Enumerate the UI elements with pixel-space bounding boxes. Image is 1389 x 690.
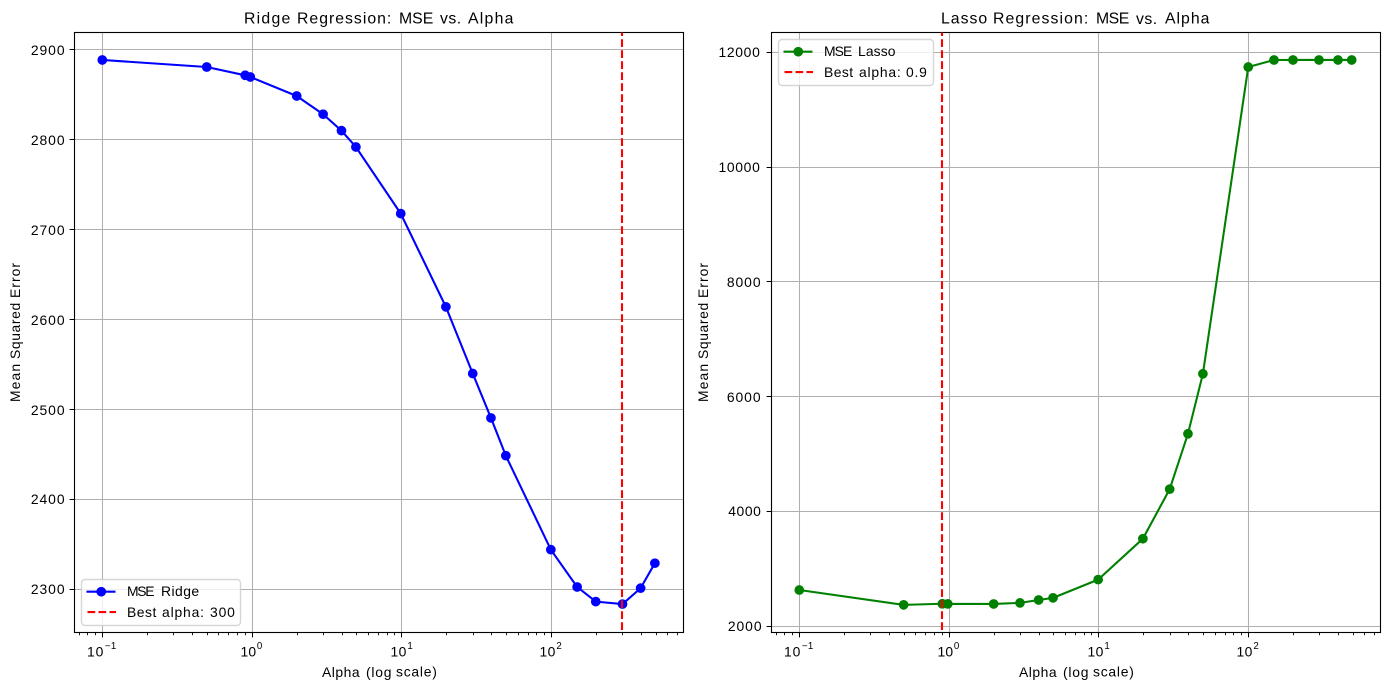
svg-text:Alpha: Alpha bbox=[468, 10, 515, 27]
svg-text:Lasso: Lasso bbox=[941, 10, 988, 27]
svg-text:4000: 4000 bbox=[728, 503, 761, 519]
svg-text:MSE: MSE bbox=[1096, 10, 1129, 27]
svg-text:Alpha: Alpha bbox=[1165, 10, 1210, 27]
svg-text:MSE: MSE bbox=[127, 583, 154, 599]
svg-text:scale): scale) bbox=[396, 664, 438, 680]
svg-text:2400: 2400 bbox=[31, 491, 66, 507]
svg-text:Ridge: Ridge bbox=[161, 583, 200, 599]
svg-text:2000: 2000 bbox=[728, 618, 763, 634]
svg-text:MSE: MSE bbox=[399, 10, 433, 27]
svg-text:Mean: Mean bbox=[7, 363, 23, 402]
svg-text:2500: 2500 bbox=[31, 402, 66, 418]
svg-text:0.9: 0.9 bbox=[906, 64, 928, 80]
svg-text:2300: 2300 bbox=[31, 581, 66, 597]
svg-text:300: 300 bbox=[210, 604, 236, 620]
svg-text:alpha:: alpha: bbox=[162, 604, 205, 620]
svg-text:2900: 2900 bbox=[31, 42, 66, 58]
svg-text:Regression:: Regression: bbox=[993, 10, 1089, 27]
svg-text:(log: (log bbox=[366, 664, 392, 680]
svg-text:alpha:: alpha: bbox=[859, 64, 901, 80]
svg-text:Best: Best bbox=[127, 604, 157, 620]
svg-text:scale): scale) bbox=[1093, 664, 1135, 680]
svg-text:6000: 6000 bbox=[727, 389, 762, 405]
svg-text:MSE: MSE bbox=[824, 43, 852, 59]
svg-text:Mean: Mean bbox=[695, 363, 711, 402]
svg-text:vs.: vs. bbox=[1136, 11, 1158, 28]
svg-text:8000: 8000 bbox=[727, 274, 762, 290]
svg-text:12000: 12000 bbox=[718, 44, 760, 60]
svg-text:10000: 10000 bbox=[718, 159, 760, 175]
svg-text:2700: 2700 bbox=[31, 222, 66, 238]
svg-text:Lasso: Lasso bbox=[858, 43, 896, 59]
svg-text:Squared: Squared bbox=[695, 302, 711, 359]
svg-text:Ridge: Ridge bbox=[244, 10, 292, 27]
svg-text:2800: 2800 bbox=[31, 132, 66, 148]
svg-text:(log: (log bbox=[1063, 664, 1089, 680]
svg-text:Alpha: Alpha bbox=[322, 664, 360, 680]
svg-text:Error: Error bbox=[695, 262, 711, 298]
svg-text:Alpha: Alpha bbox=[1019, 664, 1057, 680]
svg-text:Best: Best bbox=[824, 64, 854, 80]
svg-text:2600: 2600 bbox=[31, 312, 66, 328]
svg-text:Squared: Squared bbox=[7, 302, 23, 359]
svg-text:Error: Error bbox=[7, 262, 23, 298]
svg-text:Regression:: Regression: bbox=[297, 10, 392, 27]
svg-text:vs.: vs. bbox=[440, 10, 462, 27]
